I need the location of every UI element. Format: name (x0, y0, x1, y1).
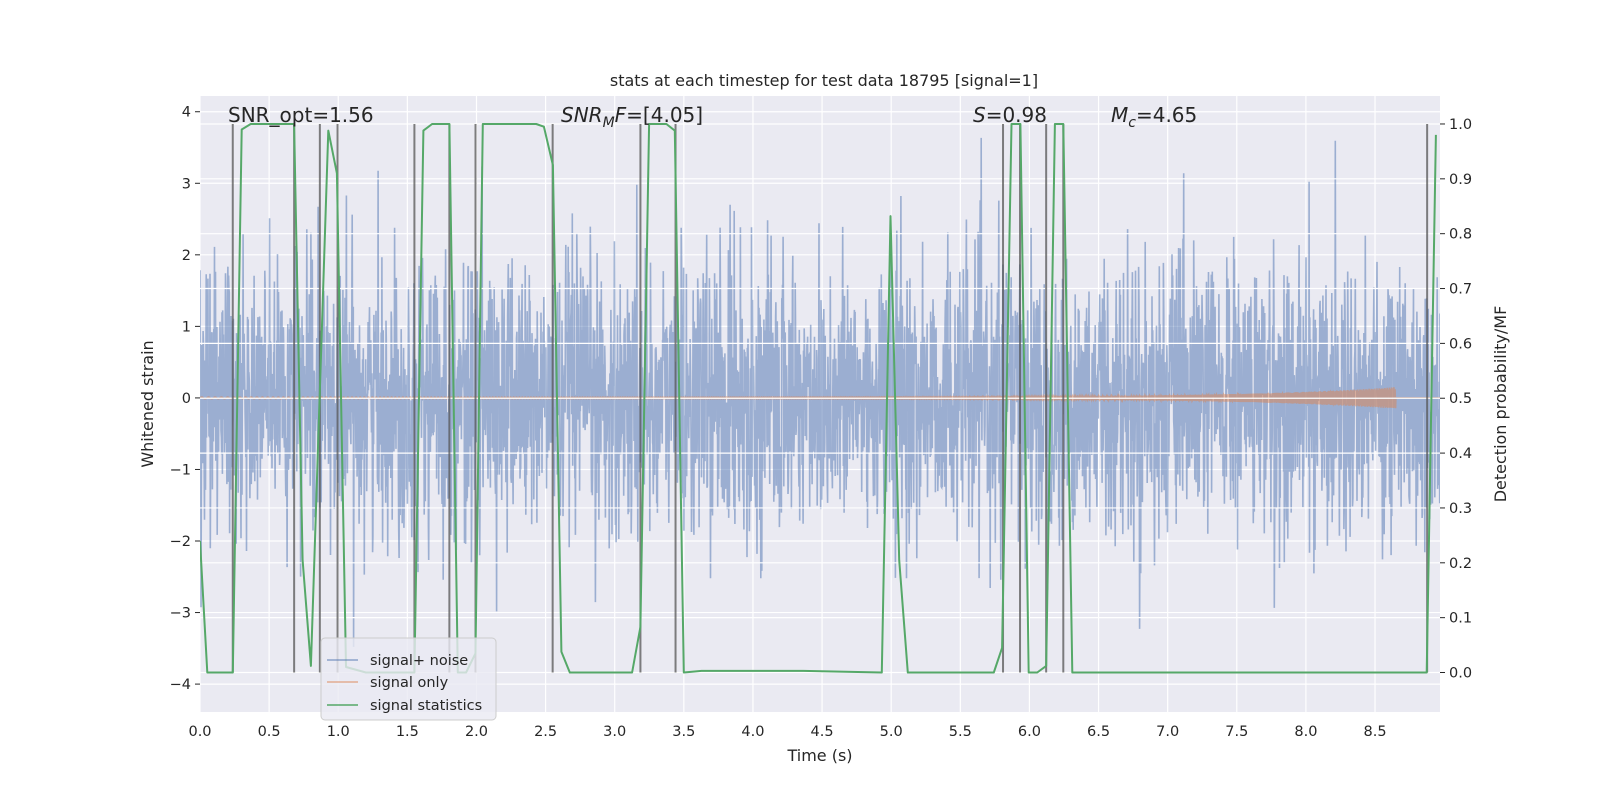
y-ticks: −4 −3 −2 −1 0 1 2 3 4 (170, 105, 200, 693)
snr-mf-tail: F (615, 103, 627, 127)
legend-label-signal-plus-noise: signal+ noise (370, 653, 468, 669)
legend-label-signal-statistics: signal statistics (370, 698, 482, 714)
legend-label-signal-only: signal only (370, 675, 449, 691)
chart-title: stats at each timestep for test data 187… (610, 71, 1038, 90)
right-axis-grid (200, 123, 1440, 674)
y2-tick-label: 0.2 (1449, 556, 1472, 572)
y-tick-label: −4 (170, 677, 191, 693)
series-signal-plus-noise (200, 137, 1440, 647)
snr-mf-value: =[4.05] (626, 103, 703, 127)
annotation-snr-mf: SNRMF=[4.05] (561, 103, 703, 131)
y2-tick-label: 0.4 (1449, 446, 1472, 462)
series-signal-statistics (200, 123, 1437, 674)
mc-value: =4.65 (1136, 103, 1197, 127)
y2-ticks: 0.0 0.1 0.2 0.3 0.4 0.5 0.6 0.7 0.8 0.9 1.0 (1440, 117, 1472, 682)
y2-tick-label: 0.6 (1449, 336, 1472, 352)
annotation-mc: Mc=4.65 (1111, 103, 1197, 131)
x-tick-label: 3.5 (672, 724, 695, 740)
y-tick-label: −3 (170, 606, 191, 622)
s-value: =0.98 (986, 103, 1047, 127)
legend: signal+ noise signal only signal statist… (320, 637, 497, 721)
y-tick-label: 1 (182, 319, 191, 335)
y2-tick-label: 0.1 (1449, 611, 1472, 627)
s-base: S (973, 103, 986, 127)
y-tick-label: 2 (182, 248, 191, 264)
x-tick-label: 5.5 (949, 724, 972, 740)
y2-tick-label: 0.5 (1449, 391, 1472, 407)
y-axis-label: Whitened strain (138, 340, 157, 467)
x-tick-label: 2.0 (465, 724, 488, 740)
mc-base: M (1111, 103, 1128, 127)
x-tick-label: 6.0 (1018, 724, 1041, 740)
x-tick-label: 0.5 (258, 724, 281, 740)
y2-tick-label: 0.9 (1449, 172, 1472, 188)
x-tick-label: 0.0 (188, 724, 211, 740)
y2-tick-label: 0.3 (1449, 501, 1472, 517)
x-tick-label: 4.5 (811, 724, 834, 740)
x-tick-label: 8.0 (1294, 724, 1317, 740)
annotation-snr-opt: SNR_opt=1.56 (228, 103, 374, 127)
y-tick-label: 4 (182, 105, 191, 121)
legend-box (320, 637, 497, 721)
x-ticks: 0.0 0.5 1.0 1.5 2.0 2.5 3.0 3.5 4.0 4.5 5.0 5.5 6.0 6… (188, 724, 1386, 740)
y-tick-label: −2 (170, 534, 191, 550)
annotation-s: S=0.98 (973, 103, 1047, 127)
series-signal-only (200, 386, 1440, 409)
x-tick-label: 3.0 (603, 724, 626, 740)
mc-sub: c (1128, 115, 1136, 131)
x-tick-label: 4.0 (741, 724, 764, 740)
y2-tick-label: 0.8 (1449, 227, 1472, 243)
y2-tick-label: 0.0 (1449, 666, 1472, 682)
y-tick-label: −1 (170, 462, 191, 478)
x-tick-label: 7.0 (1156, 724, 1179, 740)
x-tick-label: 1.5 (396, 724, 419, 740)
x-tick-label: 8.5 (1363, 724, 1386, 740)
x-tick-label: 1.0 (327, 724, 350, 740)
y2-tick-label: 0.7 (1449, 282, 1472, 298)
x-tick-label: 2.5 (534, 724, 557, 740)
y2-axis-label: Detection probability/MF (1491, 306, 1510, 503)
y-tick-label: 3 (182, 176, 191, 192)
x-tick-label: 6.5 (1087, 724, 1110, 740)
x-tick-label: 5.0 (880, 724, 903, 740)
snr-mf-base: SNR (561, 103, 603, 127)
x-axis-label: Time (s) (786, 746, 852, 765)
x-tick-label: 7.5 (1225, 724, 1248, 740)
y2-tick-label: 1.0 (1449, 117, 1472, 133)
snr-mf-sub: M (603, 115, 615, 131)
y-tick-label: 0 (182, 391, 191, 407)
